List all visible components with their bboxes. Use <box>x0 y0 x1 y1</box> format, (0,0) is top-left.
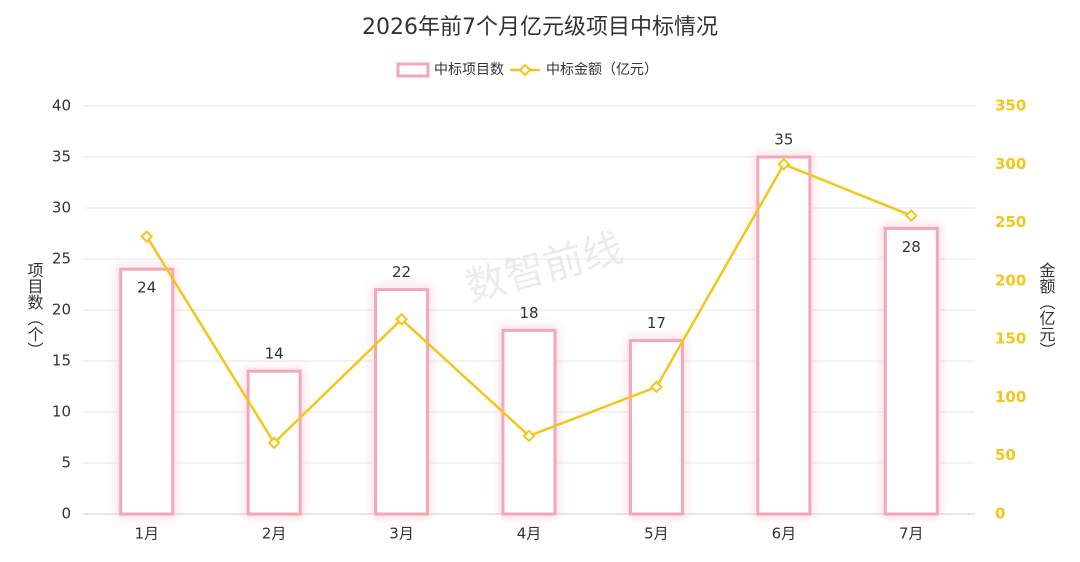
y2-tick-label: 300 <box>995 155 1026 173</box>
legend-swatch-marker <box>518 63 532 77</box>
y-axis-label: 项目数（个） <box>25 262 44 358</box>
legend-swatch <box>396 62 430 78</box>
x-tick-label: 1月 <box>134 525 159 543</box>
y-tick-label: 20 <box>52 301 71 319</box>
bar <box>628 339 684 516</box>
bar <box>374 288 430 516</box>
data-label: 28 <box>902 238 921 256</box>
bar <box>501 328 557 516</box>
line-point <box>904 209 918 222</box>
line-point <box>140 230 154 243</box>
bar <box>883 226 939 516</box>
y-tick-label: 40 <box>52 97 71 115</box>
y-tick-label: 5 <box>61 454 71 472</box>
bar <box>756 155 812 516</box>
data-label: 24 <box>137 279 156 297</box>
x-tick-label: 3月 <box>389 525 414 543</box>
bar <box>119 267 175 516</box>
y2-tick-label: 350 <box>995 97 1026 115</box>
line-point <box>522 429 536 443</box>
y2-tick-label: 0 <box>995 505 1005 523</box>
legend-label: 中标项目数 <box>434 62 504 78</box>
y2-tick-label: 200 <box>995 271 1026 289</box>
y-tick-label: 35 <box>52 148 71 166</box>
y2-tick-label: 100 <box>995 388 1026 406</box>
data-label: 22 <box>392 263 411 281</box>
x-tick-label: 4月 <box>517 525 542 543</box>
x-tick-label: 5月 <box>644 525 669 543</box>
legend-label: 中标金额（亿元） <box>546 62 658 78</box>
chart-title: 2026年前7个月亿元级项目中标情况 <box>362 15 718 40</box>
y-tick-label: 15 <box>52 352 71 370</box>
y-tick-label: 10 <box>52 403 71 421</box>
y2-axis-label: 金额（亿元） <box>1037 262 1056 358</box>
line-point <box>650 380 663 394</box>
line-point <box>777 157 791 171</box>
line-point <box>395 312 408 326</box>
x-tick-label: 2月 <box>262 525 287 543</box>
y2-tick-label: 150 <box>995 330 1026 348</box>
data-label: 14 <box>265 345 284 363</box>
y2-tick-label: 250 <box>995 213 1026 231</box>
data-label: 35 <box>774 131 793 149</box>
data-label: 18 <box>519 304 538 322</box>
line-point <box>267 436 281 450</box>
y-tick-label: 30 <box>52 199 71 217</box>
y-tick-label: 25 <box>52 250 71 268</box>
y2-tick-label: 50 <box>995 446 1016 464</box>
data-label: 17 <box>647 314 666 332</box>
x-tick-label: 6月 <box>772 525 797 543</box>
y-tick-label: 0 <box>61 505 71 523</box>
x-tick-label: 7月 <box>899 525 924 543</box>
